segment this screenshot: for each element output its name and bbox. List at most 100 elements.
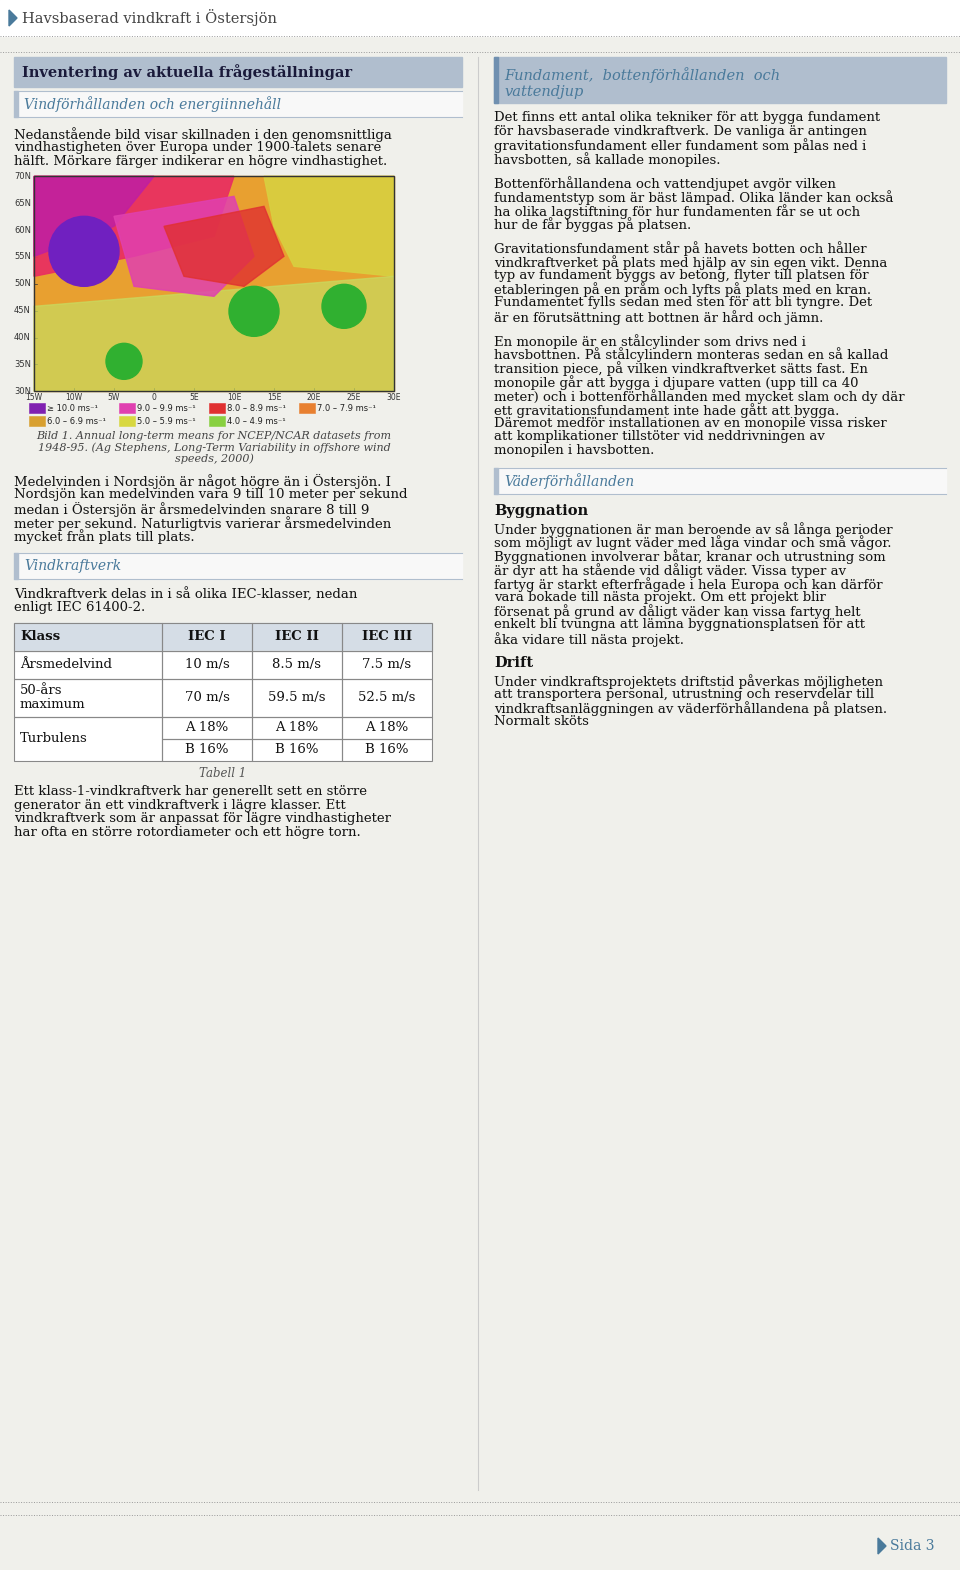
Bar bbox=[14, 650, 162, 678]
Text: 6.0 – 6.9 ms⁻¹: 6.0 – 6.9 ms⁻¹ bbox=[47, 416, 106, 425]
Polygon shape bbox=[34, 176, 154, 256]
Text: 55N: 55N bbox=[14, 253, 31, 262]
Bar bbox=[34, 176, 394, 391]
Bar bbox=[342, 678, 432, 717]
Text: 10 m/s: 10 m/s bbox=[184, 658, 229, 672]
Text: fundamentstyp som är bäst lämpad. Olika länder kan också: fundamentstyp som är bäst lämpad. Olika … bbox=[494, 190, 894, 204]
Text: Nordsjön kan medelvinden vara 9 till 10 meter per sekund: Nordsjön kan medelvinden vara 9 till 10 … bbox=[14, 488, 407, 501]
Bar bbox=[14, 678, 162, 717]
Text: vara bokade till nästa projekt. Om ett projekt blir: vara bokade till nästa projekt. Om ett p… bbox=[494, 590, 826, 604]
Text: vindhastigheten över Europa under 1900-talets senare: vindhastigheten över Europa under 1900-t… bbox=[14, 141, 381, 154]
Text: 50-års: 50-års bbox=[20, 685, 62, 697]
Circle shape bbox=[229, 286, 279, 336]
Text: A 18%: A 18% bbox=[366, 721, 409, 735]
Text: etableringen på en pråm och lyfts på plats med en kran.: etableringen på en pråm och lyfts på pla… bbox=[494, 283, 871, 297]
Text: Bottenförhållandena och vattendjupet avgör vilken: Bottenförhållandena och vattendjupet avg… bbox=[494, 176, 836, 192]
Text: 7.0 – 7.9 ms⁻¹: 7.0 – 7.9 ms⁻¹ bbox=[317, 403, 376, 413]
Bar bbox=[252, 650, 342, 678]
Bar bbox=[342, 650, 432, 678]
Text: är en förutsättning att bottnen är hård och jämn.: är en förutsättning att bottnen är hård … bbox=[494, 311, 824, 325]
Bar bbox=[14, 678, 162, 717]
Text: 9.0 – 9.9 ms⁻¹: 9.0 – 9.9 ms⁻¹ bbox=[137, 403, 196, 413]
Text: Drift: Drift bbox=[494, 656, 533, 670]
Bar bbox=[162, 739, 252, 761]
Bar bbox=[119, 416, 135, 427]
Bar bbox=[14, 717, 162, 761]
Bar bbox=[162, 717, 252, 739]
Text: Väderförhållanden: Väderförhållanden bbox=[504, 473, 635, 488]
Bar bbox=[494, 468, 498, 495]
Text: Fundamentet fylls sedan med sten för att bli tyngre. Det: Fundamentet fylls sedan med sten för att… bbox=[494, 297, 872, 309]
Text: 45N: 45N bbox=[14, 306, 31, 316]
Text: A 18%: A 18% bbox=[185, 721, 228, 735]
Bar bbox=[252, 678, 342, 717]
Bar bbox=[252, 623, 342, 650]
Text: 1948-95. (Ag Stephens, Long-Term Variability in offshore wind: 1948-95. (Ag Stephens, Long-Term Variabi… bbox=[37, 443, 391, 452]
Text: som möjligt av lugnt väder med låga vindar och små vågor.: som möjligt av lugnt väder med låga vind… bbox=[494, 535, 892, 551]
Text: fartyg är starkt efterfrågade i hela Europa och kan därför: fartyg är starkt efterfrågade i hela Eur… bbox=[494, 576, 882, 592]
Bar bbox=[299, 403, 315, 413]
Text: Nedanstående bild visar skillnaden i den genomsnittliga: Nedanstående bild visar skillnaden i den… bbox=[14, 127, 392, 141]
Polygon shape bbox=[34, 276, 394, 391]
Text: ≥ 10.0 ms⁻¹: ≥ 10.0 ms⁻¹ bbox=[47, 403, 98, 413]
Text: B 16%: B 16% bbox=[276, 743, 319, 757]
Text: speeds, 2000): speeds, 2000) bbox=[175, 454, 253, 463]
Text: åka vidare till nästa projekt.: åka vidare till nästa projekt. bbox=[494, 633, 684, 647]
Text: Klass: Klass bbox=[20, 630, 60, 644]
Text: 30N: 30N bbox=[14, 386, 31, 396]
Text: 15W: 15W bbox=[25, 394, 42, 402]
Bar bbox=[29, 403, 45, 413]
Text: hälft. Mörkare färger indikerar en högre vindhastighet.: hälft. Mörkare färger indikerar en högre… bbox=[14, 154, 387, 168]
Bar bbox=[252, 739, 342, 761]
Bar bbox=[209, 416, 225, 427]
Text: enkelt bli tvungna att lämna byggnationsplatsen för att: enkelt bli tvungna att lämna byggnations… bbox=[494, 619, 865, 631]
Text: vattendjup: vattendjup bbox=[504, 85, 584, 99]
Text: monopile går att bygga i djupare vatten (upp till ca 40: monopile går att bygga i djupare vatten … bbox=[494, 375, 858, 389]
Text: typ av fundament byggs av betong, flyter till platsen för: typ av fundament byggs av betong, flyter… bbox=[494, 268, 869, 281]
Text: mycket från plats till plats.: mycket från plats till plats. bbox=[14, 529, 195, 545]
Circle shape bbox=[49, 217, 119, 286]
Text: att transportera personal, utrustning och reservdelar till: att transportera personal, utrustning oc… bbox=[494, 688, 875, 700]
Text: 35N: 35N bbox=[14, 360, 31, 369]
Text: 10W: 10W bbox=[65, 394, 83, 402]
Text: 65N: 65N bbox=[14, 199, 31, 207]
Bar bbox=[342, 717, 432, 739]
Bar bbox=[14, 650, 162, 678]
Text: 5.0 – 5.9 ms⁻¹: 5.0 – 5.9 ms⁻¹ bbox=[137, 416, 196, 425]
Text: 15E: 15E bbox=[267, 394, 281, 402]
Text: medan i Östersjön är årsmedelvinden snarare 8 till 9: medan i Östersjön är årsmedelvinden snar… bbox=[14, 502, 370, 517]
Text: Det finns ett antal olika tekniker för att bygga fundament: Det finns ett antal olika tekniker för a… bbox=[494, 111, 880, 124]
Text: meter) och i bottenförhållanden med mycket slam och dy där: meter) och i bottenförhållanden med myck… bbox=[494, 389, 904, 403]
Bar bbox=[14, 57, 462, 86]
Text: Vindförhållanden och energiinnehåll: Vindförhållanden och energiinnehåll bbox=[24, 96, 281, 111]
Text: 5E: 5E bbox=[189, 394, 199, 402]
Text: 7.5 m/s: 7.5 m/s bbox=[363, 658, 412, 672]
Polygon shape bbox=[264, 176, 394, 276]
Text: 50N: 50N bbox=[14, 279, 31, 289]
Text: gravitationsfundament eller fundament som pålas ned i: gravitationsfundament eller fundament so… bbox=[494, 138, 866, 154]
Text: Under byggnationen är man beroende av så långa perioder: Under byggnationen är man beroende av så… bbox=[494, 521, 893, 537]
Text: har ofta en större rotordiameter och ett högre torn.: har ofta en större rotordiameter och ett… bbox=[14, 826, 361, 838]
Text: havsbotten, så kallade monopiles.: havsbotten, så kallade monopiles. bbox=[494, 152, 721, 166]
Text: 0: 0 bbox=[152, 394, 156, 402]
Bar bbox=[342, 739, 432, 761]
Bar bbox=[209, 403, 225, 413]
Bar bbox=[252, 717, 342, 739]
Text: 8.5 m/s: 8.5 m/s bbox=[273, 658, 322, 672]
Text: 5W: 5W bbox=[108, 394, 120, 402]
Bar bbox=[342, 678, 432, 717]
Text: IEC II: IEC II bbox=[276, 630, 319, 644]
Text: En monopile är en stålcylinder som drivs ned i: En monopile är en stålcylinder som drivs… bbox=[494, 334, 805, 349]
Text: monopilen i havsbotten.: monopilen i havsbotten. bbox=[494, 444, 655, 457]
Bar bbox=[252, 717, 342, 739]
Text: Turbulens: Turbulens bbox=[20, 732, 87, 746]
Text: 70 m/s: 70 m/s bbox=[184, 691, 229, 705]
Text: 8.0 – 8.9 ms⁻¹: 8.0 – 8.9 ms⁻¹ bbox=[227, 403, 286, 413]
Bar bbox=[14, 91, 462, 118]
Bar bbox=[252, 739, 342, 761]
Bar bbox=[14, 717, 162, 761]
Bar bbox=[252, 623, 342, 650]
Text: A 18%: A 18% bbox=[276, 721, 319, 735]
Text: IEC I: IEC I bbox=[188, 630, 226, 644]
Bar bbox=[162, 739, 252, 761]
